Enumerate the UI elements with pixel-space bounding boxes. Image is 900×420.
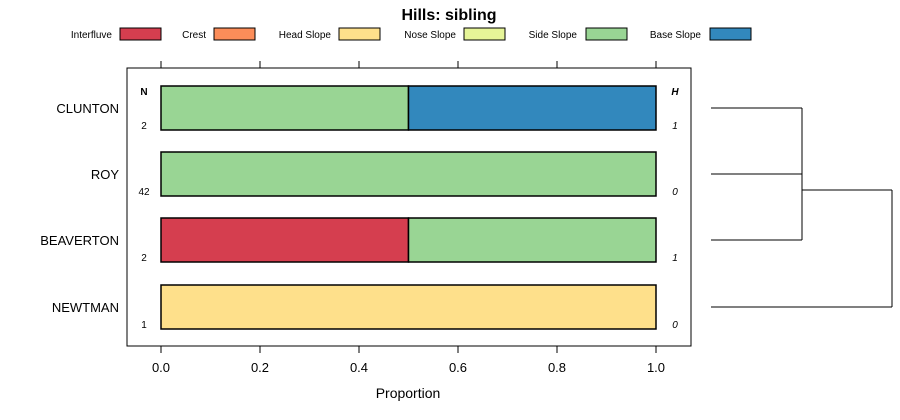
n-value: 2 (141, 121, 147, 132)
x-tick-label: 0.6 (449, 360, 467, 375)
category-label: ROY (91, 167, 120, 182)
n-value: 1 (141, 320, 147, 331)
legend-swatch (709, 27, 752, 41)
bars: CLUNTON 2 1 ROY 42 0 BEAVERTON 2 1 NEWTMAN 1 0 (40, 85, 678, 331)
axes: 0.0 0.2 0.4 0.6 0.8 1.0 (152, 61, 665, 375)
legend-swatch (585, 27, 628, 41)
x-tick-label: 0.2 (251, 360, 269, 375)
dendrogram (711, 107, 893, 308)
bar-segment (407, 217, 657, 263)
n-header: N (140, 87, 147, 98)
x-tick-label: 0.4 (350, 360, 368, 375)
legend-label: Nose Slope (404, 30, 456, 41)
bar-segment (160, 217, 410, 263)
x-axis-label: Proportion (376, 385, 441, 401)
legend-label: Base Slope (650, 30, 702, 41)
bar-segment (160, 284, 657, 330)
plot-frame (126, 67, 692, 347)
x-tick-label: 0.0 (152, 360, 170, 375)
legend-label: Crest (182, 30, 206, 41)
legend-swatch (213, 27, 256, 41)
bar-segment (160, 85, 410, 131)
h-value: 0 (672, 187, 678, 198)
category-label: CLUNTON (56, 101, 119, 116)
x-tick-label: 1.0 (647, 360, 665, 375)
n-value: 42 (138, 187, 150, 198)
legend-label: Interfluve (71, 30, 113, 41)
bar-segment (407, 85, 657, 131)
legend-swatch (119, 27, 162, 41)
category-label: NEWTMAN (52, 300, 119, 315)
bar-segment (160, 151, 657, 197)
h-value: 1 (672, 121, 678, 132)
h-header: H (671, 87, 679, 98)
legend-label: Head Slope (279, 30, 332, 41)
h-value: 1 (672, 253, 678, 264)
legend-swatch (463, 27, 506, 41)
n-value: 2 (141, 253, 147, 264)
h-value: 0 (672, 320, 678, 331)
category-label: BEAVERTON (40, 233, 119, 248)
legend-label: Side Slope (529, 30, 578, 41)
x-tick-label: 0.8 (548, 360, 566, 375)
chart-title: Hills: sibling (401, 7, 496, 24)
legend-swatch (338, 27, 381, 41)
legend: Interfluve Crest Head Slope Nose Slope Side … (71, 27, 752, 41)
